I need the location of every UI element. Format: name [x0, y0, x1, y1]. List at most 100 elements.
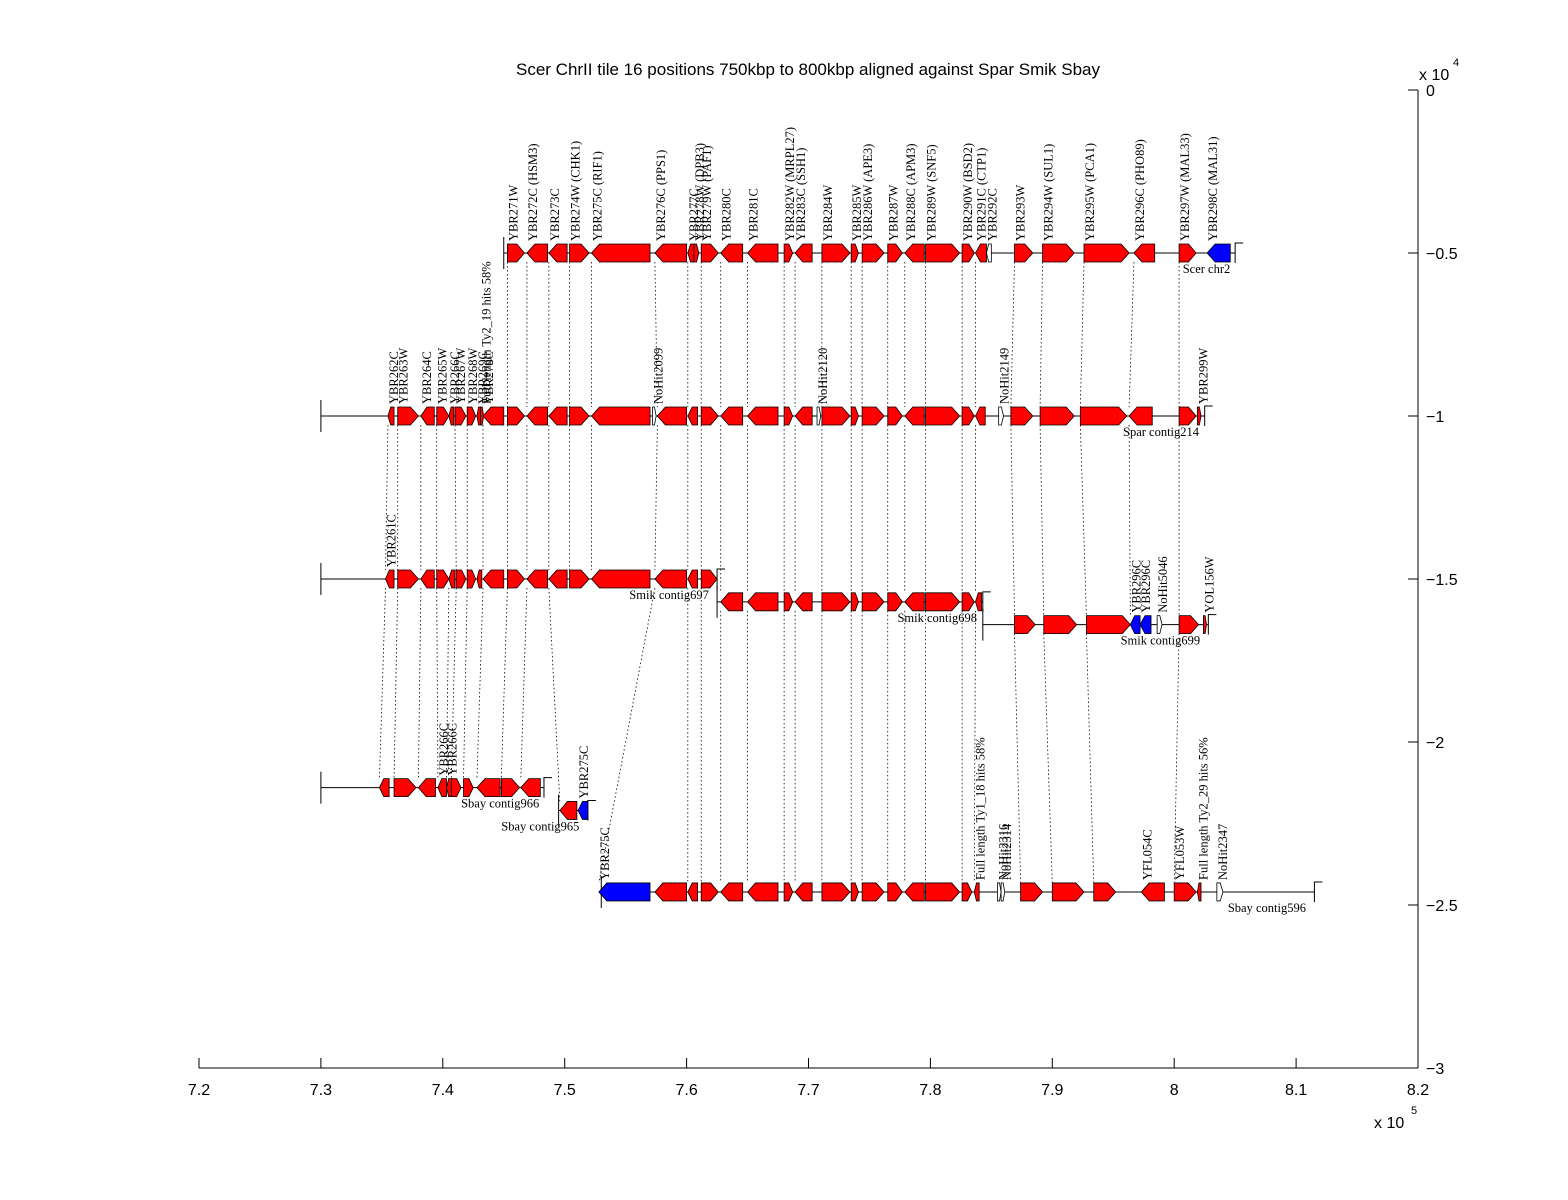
gene-label: YBR296C (PHO89)	[1133, 139, 1147, 241]
ortholog-link	[379, 587, 386, 779]
ortholog-link	[1043, 633, 1053, 883]
gene-label: YBR268W	[466, 348, 480, 404]
gene-label: YBR286W (APE3)	[861, 144, 875, 241]
gene-label: YBR266C	[448, 351, 462, 404]
gene-arrow	[548, 243, 568, 263]
gene-label: YBR265W	[436, 348, 450, 404]
ortholog-link	[476, 587, 484, 779]
gene-label: YBR296C	[1139, 560, 1153, 613]
gene-arrow	[794, 243, 813, 263]
contig-end-bracket	[543, 777, 552, 798]
gene-arrow	[397, 406, 419, 426]
gene-arrow	[850, 592, 859, 612]
gene-label: YFL054C	[1140, 829, 1154, 880]
gene-label: NoHit2149	[998, 348, 1012, 404]
x-axis-multiplier-label: x 10	[1374, 1115, 1404, 1132]
gene-arrow	[747, 243, 779, 263]
gene-arrow	[961, 243, 975, 263]
gene-arrow	[821, 243, 851, 263]
gene-label: NoHit2120	[816, 348, 830, 404]
gene-arrow	[654, 882, 687, 902]
gene-arrow	[821, 882, 851, 902]
x-tick-label: 7.9	[1041, 1082, 1063, 1099]
gene-label: Full length Ty1_18 hits 58%	[973, 737, 987, 880]
contig-end-bracket	[1234, 242, 1244, 263]
gene-arrow	[420, 406, 435, 426]
gene-label: YBR298C (MAL31)	[1206, 136, 1220, 241]
gene-arrow	[794, 406, 813, 426]
contig-label: Smik contig697	[629, 588, 709, 602]
contig-end-bracket	[1204, 405, 1213, 426]
gene-arrow	[720, 882, 744, 902]
gene-arrow	[393, 778, 417, 798]
gene-arrow	[1178, 615, 1200, 635]
gene-arrow	[420, 569, 435, 589]
gene-label: NoHit2316	[996, 824, 1010, 880]
gene-label: NoHit2314	[1000, 823, 1014, 880]
gene-arrow	[476, 569, 483, 589]
gene-arrow	[1133, 243, 1156, 263]
gene-arrow	[1156, 615, 1163, 635]
gene-arrow	[590, 243, 651, 263]
gene-arrow	[700, 882, 719, 902]
gene-arrow	[448, 569, 456, 589]
gene-arrow	[1196, 406, 1202, 426]
gene-arrow	[387, 406, 395, 426]
ortholog-links	[379, 261, 1180, 884]
gene-label: YBR280C	[720, 188, 734, 241]
gene-arrow	[986, 243, 992, 263]
contig-label: Scer chr2	[1183, 262, 1231, 276]
gene-arrow	[417, 778, 436, 798]
gene-label: YBR287W	[887, 185, 901, 241]
gene-arrow	[747, 882, 779, 902]
gene-arrow	[816, 406, 822, 426]
gene-arrow	[783, 882, 794, 902]
gene-arrow	[652, 406, 657, 426]
ortholog-link	[1014, 633, 1022, 883]
x-tick-label: 7.7	[797, 1082, 819, 1099]
gene-arrow	[1128, 406, 1153, 426]
gene-arrow	[687, 882, 698, 902]
gene-arrow	[925, 243, 961, 263]
gene-arrow	[1139, 615, 1152, 635]
ortholog-link	[1173, 633, 1180, 883]
gene-arrow	[569, 243, 590, 263]
gene-label: YBR283C (SSH1)	[794, 148, 808, 241]
gene-arrow	[1010, 406, 1034, 426]
gene-arrow	[397, 569, 419, 589]
gene-arrow	[861, 406, 885, 426]
gene-arrow	[887, 406, 903, 426]
ortholog-link	[973, 610, 976, 883]
gene-label: YBR271W	[506, 185, 520, 241]
y-tick-label: −1.5	[1426, 572, 1458, 589]
gene-arrow	[569, 569, 590, 589]
gene-arrow	[747, 406, 779, 426]
gene-arrow	[687, 243, 695, 263]
gene-label: YBR275C	[598, 827, 612, 880]
gene-arrow	[548, 569, 568, 589]
gene-arrow	[507, 243, 525, 263]
track-smik: Smik contig697 Smik contig698 Smik contig6…	[320, 514, 1216, 648]
gene-arrow	[1083, 243, 1130, 263]
gene-arrow	[1203, 615, 1207, 635]
gene-arrow	[887, 243, 903, 263]
gene-label: YBR274W (CHK1)	[569, 141, 583, 241]
gene-arrow	[1000, 882, 1006, 902]
gene-arrow	[1014, 243, 1034, 263]
gene-arrow	[904, 406, 925, 426]
gene-arrow	[507, 406, 525, 426]
gene-arrow	[1079, 406, 1128, 426]
y-tick-label: −2	[1426, 735, 1444, 752]
track-sbay: Sbay contig966 Sbay contig965 Sbay contig5…	[320, 723, 1323, 915]
x-tick-label: 7.8	[919, 1082, 941, 1099]
ortholog-link	[1039, 424, 1045, 616]
gene-arrow	[997, 882, 1002, 902]
gene-label: YBR293W	[1014, 185, 1028, 241]
y-axis-multiplier: x 10 4	[1419, 57, 1459, 84]
gene-label: YBR295W (PCA1)	[1083, 143, 1097, 241]
gene-arrow	[1043, 615, 1078, 635]
gene-arrow	[998, 406, 1004, 426]
gene-arrow	[500, 778, 521, 798]
contig-label: Sbay contig966	[461, 797, 539, 811]
gene-arrow	[1196, 882, 1202, 902]
